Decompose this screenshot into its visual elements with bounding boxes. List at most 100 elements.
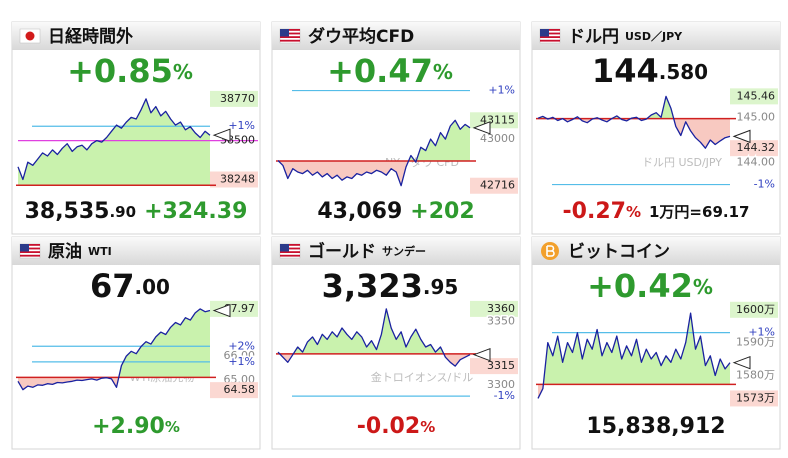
headline-part: +0.42 bbox=[587, 267, 693, 305]
tick-label: 1590万 bbox=[736, 336, 775, 349]
last-marker bbox=[732, 355, 751, 370]
area-up bbox=[278, 308, 470, 354]
panel-title: ビットコイン bbox=[568, 242, 670, 262]
low-label-bg bbox=[470, 358, 518, 375]
area-up bbox=[278, 120, 470, 161]
headline: +0.42% bbox=[587, 267, 713, 305]
flag-stripe bbox=[280, 29, 300, 31]
area-down bbox=[278, 160, 470, 186]
headline-part: .95 bbox=[423, 275, 458, 299]
headline-part: +0.85 bbox=[67, 52, 173, 90]
low-label-bg bbox=[210, 171, 258, 188]
panel bbox=[531, 236, 781, 450]
high-label: 145.46 bbox=[737, 89, 776, 102]
headline-part: 67 bbox=[90, 267, 135, 305]
price-line bbox=[537, 95, 731, 149]
area-down bbox=[546, 118, 730, 149]
tick-label: 66.00 bbox=[224, 349, 256, 362]
panel-header bbox=[272, 237, 520, 265]
flag-stripe bbox=[280, 39, 300, 42]
flag-stripe bbox=[540, 36, 560, 38]
footline-part: % bbox=[626, 203, 641, 221]
watermark: ドル円 USD/JPY bbox=[642, 156, 722, 169]
footline-part: 38,535 bbox=[25, 199, 110, 224]
panel-header bbox=[12, 22, 260, 50]
panel-header bbox=[532, 237, 780, 265]
pct-label: -1% bbox=[494, 389, 515, 402]
price-line bbox=[277, 119, 471, 187]
price-line bbox=[537, 312, 731, 399]
title-sub: USD／JPY bbox=[625, 30, 683, 43]
footline-part: 43,069 bbox=[317, 199, 402, 224]
area-down bbox=[18, 377, 210, 390]
title-main: ゴールド bbox=[308, 241, 376, 262]
tick-label: 144.00 bbox=[737, 156, 776, 169]
low-label: 144.32 bbox=[737, 141, 776, 154]
high-label-bg bbox=[730, 301, 778, 318]
headline: +0.47% bbox=[327, 52, 453, 90]
tick-label: 3300 bbox=[487, 378, 515, 391]
area-down bbox=[279, 353, 470, 367]
price-line bbox=[17, 308, 211, 391]
title-sub: サンデー bbox=[382, 244, 426, 258]
widget: 日経時間外 bbox=[11, 21, 261, 235]
headline-part: 3,323 bbox=[322, 267, 423, 305]
headline: 144.580 bbox=[592, 52, 708, 90]
footline: 15,838,912 bbox=[586, 414, 725, 439]
title-main: ダウ平均CFD bbox=[308, 26, 414, 47]
footline: -0.02% bbox=[357, 414, 435, 439]
flag-canton bbox=[20, 244, 29, 252]
widget: ドル円 USD／JPY bbox=[531, 21, 781, 235]
panel bbox=[11, 236, 261, 450]
footline: 43,069 +202 bbox=[317, 199, 474, 224]
footline: 38,535.90 +324.39 bbox=[25, 199, 248, 224]
headline-part: 144 bbox=[592, 52, 659, 90]
headline-part: +0.47 bbox=[327, 52, 433, 90]
panel-title: 原油 WTI bbox=[48, 241, 112, 262]
flag-canton bbox=[280, 29, 289, 37]
tick-label: 1580万 bbox=[736, 368, 775, 381]
headline: 3,323.95 bbox=[322, 267, 459, 305]
footline: -0.27% 1万円=69.17 bbox=[563, 199, 750, 224]
high-label: 67.97 bbox=[224, 302, 256, 315]
pct-label: +2% bbox=[228, 339, 255, 352]
pct-label: +1% bbox=[228, 119, 255, 132]
title-main: ドル円 bbox=[568, 27, 619, 47]
headline: +0.85% bbox=[67, 52, 193, 90]
footline-part: +202 bbox=[410, 199, 474, 224]
flag-stripe bbox=[280, 32, 300, 35]
low-label: 3315 bbox=[487, 359, 515, 372]
footline-part: .90 bbox=[109, 203, 136, 221]
panel-header bbox=[272, 22, 520, 50]
panel bbox=[531, 21, 781, 235]
pct-label: -1% bbox=[754, 178, 775, 191]
footline-part: 15,838,912 bbox=[586, 414, 725, 439]
pct-label: +1% bbox=[488, 84, 515, 97]
flag-dot bbox=[25, 31, 35, 41]
last-marker bbox=[732, 129, 751, 144]
pct-label: +1% bbox=[228, 355, 255, 368]
title-main: ビットコイン bbox=[568, 242, 670, 262]
low-label-bg bbox=[730, 390, 778, 407]
high-label: 1600万 bbox=[736, 303, 775, 316]
title-main: 日経時間外 bbox=[48, 26, 133, 47]
flag-stripe bbox=[280, 36, 300, 38]
panel-title: 日経時間外 bbox=[48, 26, 133, 47]
footline-part: -0.27 bbox=[563, 199, 626, 224]
area-up bbox=[118, 308, 210, 378]
headline-part: % bbox=[173, 60, 193, 84]
panel-title: ドル円 USD／JPY bbox=[568, 27, 683, 47]
headline-part: .00 bbox=[135, 275, 170, 299]
footline-part: -0.02 bbox=[357, 414, 420, 439]
flag-canton bbox=[540, 29, 549, 37]
high-label: 38770 bbox=[220, 92, 255, 105]
footline-part: +2.90 bbox=[92, 414, 165, 439]
area-up bbox=[543, 313, 730, 385]
flag-stripe bbox=[540, 32, 560, 35]
panel-title: ゴールド サンデー bbox=[308, 241, 426, 262]
high-label-bg bbox=[470, 300, 518, 317]
last-marker bbox=[212, 128, 231, 142]
title-main: 原油 bbox=[48, 241, 82, 262]
